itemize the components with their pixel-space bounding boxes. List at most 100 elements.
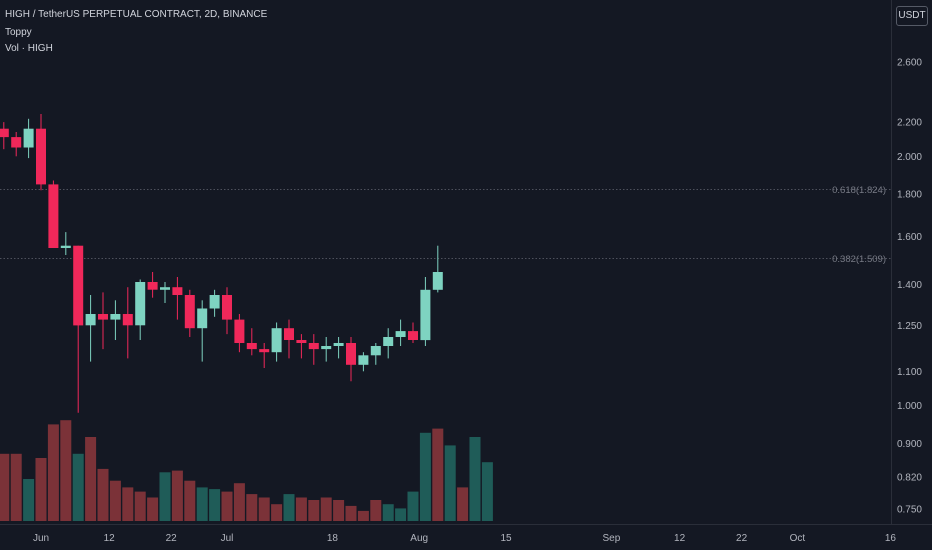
candle (346, 337, 356, 382)
volume-bar (171, 470, 183, 521)
candle (172, 277, 183, 320)
candle-body (321, 346, 332, 350)
volume-bar (370, 500, 382, 521)
candle-body (172, 287, 183, 295)
candle-body (73, 245, 84, 326)
candle-body (0, 128, 9, 138)
time-axis[interactable]: Jun 12 22 Jul 18 Aug 15 Sep 12 22 Oct 16 (33, 533, 896, 544)
candle-body (358, 355, 369, 365)
candle (420, 277, 431, 346)
volume-bar (469, 437, 481, 521)
candle (222, 287, 232, 335)
time-tick-label: Jul (221, 533, 234, 544)
candle (184, 289, 195, 337)
fib-level-label: 0.382(1.509) (832, 254, 886, 265)
candle-body (98, 314, 108, 320)
volume-bar (295, 497, 307, 521)
candle-body (11, 137, 22, 148)
volume-bar (97, 468, 109, 521)
volume-bar (134, 491, 146, 521)
volume-bar (85, 437, 97, 521)
time-tick-label: Jun (33, 533, 49, 544)
volume-bar (320, 497, 332, 521)
volume-legend[interactable]: Vol · HIGH (5, 43, 53, 54)
candle-body (184, 295, 195, 329)
price-tick-label: 0.900 (897, 439, 922, 450)
candle-body (346, 343, 356, 365)
candle-body (160, 287, 170, 290)
fib-levels: 0.618(1.824) 0.382(1.509) (0, 185, 891, 265)
candle-body (209, 295, 220, 309)
price-tick-label: 1.600 (897, 232, 922, 243)
candle (234, 314, 245, 353)
candle-body (271, 328, 282, 353)
candle (321, 337, 332, 362)
candle-body (197, 308, 208, 329)
time-tick-label: 18 (327, 533, 339, 544)
volume-bar (10, 453, 22, 521)
candle (110, 300, 121, 340)
volume-bar (407, 491, 419, 521)
candle (36, 114, 46, 191)
candle-body (36, 128, 46, 185)
fib-level-label: 0.618(1.824) (832, 185, 886, 196)
time-tick-label: 16 (885, 533, 897, 544)
candle-body (48, 184, 59, 248)
candle (370, 343, 381, 365)
candles (0, 114, 443, 413)
candle-body (333, 343, 344, 346)
candle-body (370, 346, 381, 356)
candle (358, 352, 369, 372)
candle (259, 343, 270, 368)
volume-bar (271, 504, 283, 521)
candle (60, 232, 71, 255)
volume-bar (357, 510, 369, 521)
candle-body (147, 282, 158, 290)
candle (98, 292, 108, 350)
candle (73, 245, 84, 413)
candle-body (284, 328, 294, 340)
volume-bar (159, 472, 171, 521)
volume-bar (35, 458, 47, 521)
time-tick-label: Sep (603, 533, 621, 544)
candle (197, 300, 208, 362)
volume-bar (196, 487, 208, 521)
price-tick-label: 2.600 (897, 58, 922, 69)
price-tick-label: 1.000 (897, 401, 922, 412)
price-tick-label: 2.000 (897, 152, 922, 163)
volume-bar (122, 487, 134, 521)
candle (271, 322, 282, 362)
candle (135, 279, 146, 340)
price-tick-label: 0.820 (897, 472, 922, 483)
time-tick-label: 15 (500, 533, 512, 544)
volume-bar (23, 479, 35, 521)
indicator-legend[interactable]: Toppy (5, 27, 32, 38)
candle (147, 272, 158, 298)
candle-body (222, 295, 232, 320)
candle-body (110, 314, 121, 320)
volume-bar (382, 504, 394, 521)
candle-body (395, 331, 406, 337)
candle (11, 132, 22, 157)
candle (284, 319, 294, 359)
volume-bar (72, 453, 84, 521)
symbol-legend[interactable]: HIGH / TetherUS PERPETUAL CONTRACT, 2D, … (5, 9, 268, 20)
candle-body (408, 331, 418, 340)
candle (383, 328, 394, 359)
candle (85, 295, 96, 362)
currency-button[interactable]: USDT (896, 6, 928, 26)
volume-bar (109, 480, 121, 521)
candle-body (23, 128, 34, 148)
candle (0, 122, 9, 150)
candle-body (296, 340, 307, 343)
candle (246, 328, 257, 356)
candle-body (383, 337, 394, 346)
candle (296, 334, 307, 359)
volume-bar (457, 487, 469, 521)
price-axis[interactable]: 2.600 2.200 2.000 1.800 1.600 1.400 1.250 1.100… (897, 58, 922, 516)
candle-body (246, 343, 257, 350)
price-tick-label: 1.800 (897, 190, 922, 201)
volume-bar (283, 494, 295, 521)
volume-bar (0, 453, 10, 521)
